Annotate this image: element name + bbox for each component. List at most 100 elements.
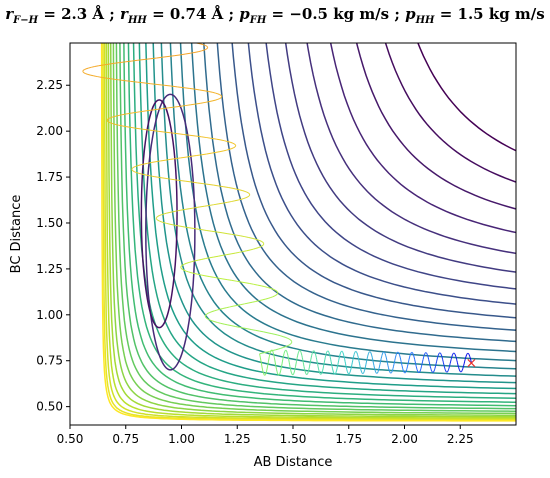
trajectory-segment (181, 264, 184, 266)
trajectory-segment (258, 246, 261, 249)
trajectory-segment (133, 170, 136, 173)
trajectory-segment (224, 323, 228, 326)
trajectory-segment (135, 127, 142, 130)
trajectory-segment (185, 180, 192, 183)
trajectory-segment (146, 129, 153, 132)
trajectory-segment (246, 191, 249, 194)
trajectory-segment (227, 201, 232, 203)
contour-line (203, 43, 516, 343)
trajectory-segment (220, 322, 225, 325)
trajectory-segment (185, 52, 191, 55)
trajectory-segment (98, 64, 104, 67)
trajectory-segment (162, 55, 170, 58)
trajectory-segment (289, 339, 292, 341)
trajectory-segment (164, 84, 171, 87)
trajectory-segment (183, 269, 187, 272)
trajectory-segment (180, 53, 186, 56)
trajectory-segment (255, 247, 259, 249)
trajectory-segment (143, 58, 151, 61)
trajectory-segment (272, 349, 276, 352)
trajectory-segment (275, 294, 278, 296)
trajectory-segment (155, 160, 161, 163)
contour-line (109, 43, 516, 416)
trajectory-segment (191, 227, 197, 230)
trajectory-segment (195, 102, 201, 105)
contour-line (329, 43, 516, 234)
trajectory-segment (219, 97, 222, 99)
trajectory-segment (215, 151, 221, 153)
contour-line (103, 43, 516, 420)
trajectory-segment (97, 76, 103, 78)
trajectory-segment (259, 299, 263, 302)
trajectory-segment (213, 255, 219, 258)
trajectory-segment (262, 351, 267, 354)
trajectory-segment (168, 106, 175, 109)
trajectory-segment (140, 163, 144, 166)
trajectory-segment (267, 332, 272, 334)
trajectory-segment (108, 62, 114, 65)
trajectory-segment (216, 231, 223, 234)
trajectory-segment (263, 331, 268, 334)
trajectory-segment (90, 74, 94, 77)
contour-line (100, 43, 516, 422)
trajectory-segment (144, 109, 151, 112)
trajectory-segment (181, 268, 183, 270)
trajectory-segment (199, 205, 205, 208)
trajectory-segment (249, 283, 254, 285)
trajectory-segment (257, 284, 262, 287)
trajectory-segment (201, 136, 207, 139)
trajectory-segment (158, 176, 165, 179)
trajectory-segment (137, 164, 141, 167)
trajectory-segment (243, 197, 247, 199)
trajectory-segment (183, 87, 190, 89)
trajectory-segment (280, 335, 284, 338)
trajectory-segment (202, 183, 209, 185)
trajectory-segment (260, 245, 263, 248)
trajectory-segment (230, 252, 236, 255)
trajectory-segment (195, 135, 202, 138)
contour-line (102, 43, 516, 421)
trajectory-segment (226, 306, 230, 309)
trajectory-segment (157, 219, 160, 222)
trajectory-segment (212, 320, 216, 323)
contour-line (355, 43, 516, 210)
trajectory-segment (205, 316, 207, 319)
trajectory-segment (204, 275, 210, 277)
y-tick-label: 0.75 (36, 354, 63, 368)
trajectory-segment (180, 208, 186, 211)
trajectory-segment (287, 337, 290, 340)
trajectory-segment (254, 238, 258, 241)
trajectory-segment (215, 98, 219, 101)
trajectory-segment (204, 101, 210, 103)
trajectory-segment (157, 83, 165, 86)
trajectory-segment (286, 344, 290, 347)
trajectory-segment (224, 140, 228, 142)
trajectory-segment (211, 230, 218, 233)
trajectory-segment (257, 239, 260, 242)
trajectory-segment (177, 133, 184, 135)
trajectory-segment (193, 272, 198, 275)
trajectory-segment (201, 229, 207, 231)
trajectory-segment (222, 307, 227, 309)
trajectory-segment (208, 318, 211, 321)
trajectory-segment (197, 182, 204, 185)
trajectory-segment (149, 175, 155, 178)
trajectory-segment (198, 50, 202, 53)
trajectory-segment (252, 300, 256, 303)
trajectory-segment (223, 149, 227, 152)
trajectory-segment (85, 73, 88, 75)
trajectory-segment (194, 88, 200, 91)
trajectory-segment (230, 141, 233, 144)
trajectory-segment (205, 317, 208, 320)
trajectory-segment (213, 184, 220, 187)
trajectory-segment (163, 212, 167, 215)
x-tick-label: 2.00 (391, 432, 418, 446)
trajectory-segment (264, 286, 268, 288)
trajectory-segment (164, 131, 172, 134)
trajectory-segment (222, 278, 228, 281)
trajectory-segment (227, 324, 232, 327)
trajectory-segment (209, 311, 213, 313)
trajectory-segment (213, 203, 219, 206)
trajectory-segment (121, 113, 126, 116)
trajectory-segment (145, 174, 151, 177)
